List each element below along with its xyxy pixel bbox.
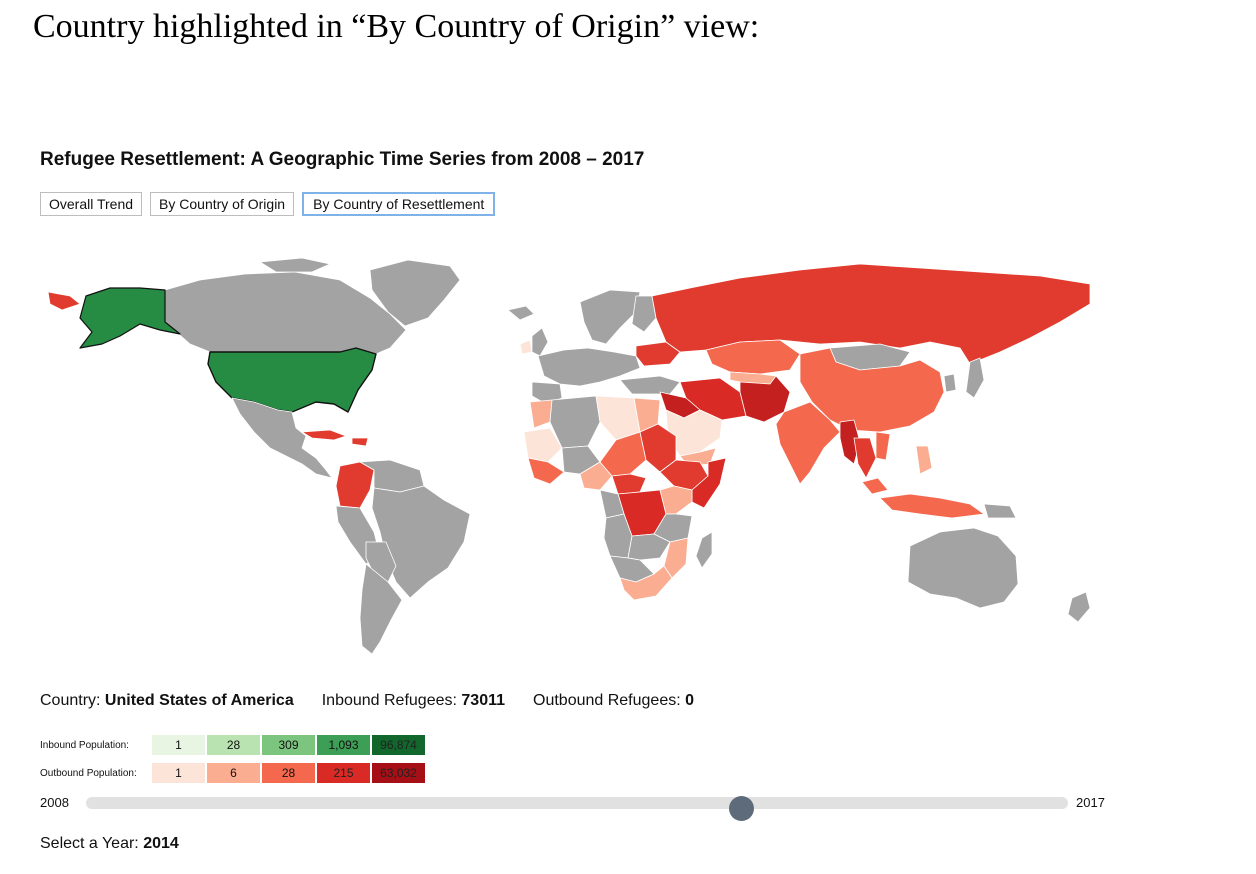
tab-by-country-of-origin[interactable]: By Country of Origin (150, 192, 295, 216)
figure-caption: Country highlighted in “By Country of Or… (33, 8, 760, 45)
country-mozambique[interactable] (663, 537, 689, 579)
country-info: Country: United States of America Inboun… (40, 692, 694, 710)
legend-outbound-cell: 1 (151, 762, 206, 784)
country-scandinavia[interactable] (579, 289, 641, 345)
country-colombia[interactable] (335, 461, 375, 509)
country-uzbekistan[interactable] (729, 371, 777, 385)
country-madagascar[interactable] (695, 531, 713, 569)
view-tabs: Overall Trend By Country of Origin By Co… (40, 192, 496, 216)
country-nigeria[interactable] (579, 461, 613, 491)
country-west-africa-coast[interactable] (527, 457, 565, 485)
legend-inbound-cell: 1 (151, 734, 206, 756)
year-slider: 2008 2017 (40, 792, 1120, 821)
country-india[interactable] (775, 401, 841, 485)
country-united-kingdom[interactable] (531, 327, 549, 357)
country-uganda-kenya[interactable] (659, 485, 693, 515)
legend-inbound-cell: 28 (206, 734, 261, 756)
legend-inbound-row: Inbound Population: 1 28 309 1,093 96,87… (40, 734, 426, 756)
country-south-africa[interactable] (619, 565, 673, 601)
info-outbound: Outbound Refugees: 0 (533, 692, 694, 710)
country-png[interactable] (983, 503, 1017, 519)
selected-year-label: Select a Year: (40, 835, 139, 852)
info-inbound-label: Inbound Refugees: (321, 692, 457, 709)
country-united-states[interactable] (207, 347, 377, 413)
country-vietnam[interactable] (875, 431, 891, 461)
world-map (47, 257, 1091, 655)
info-country-label: Country: (40, 692, 101, 709)
country-mali[interactable] (523, 427, 563, 463)
country-thailand[interactable] (853, 437, 877, 479)
country-somalia[interactable] (691, 457, 727, 509)
country-iceland[interactable] (507, 305, 535, 321)
country-russia-chukotka[interactable] (47, 291, 81, 311)
legend-inbound-label: Inbound Population: (40, 739, 129, 751)
color-legend: Inbound Population: 1 28 309 1,093 96,87… (40, 734, 426, 790)
country-libya[interactable] (595, 395, 641, 441)
country-argentina[interactable] (359, 563, 403, 655)
country-morocco[interactable] (529, 399, 553, 429)
country-malaysia[interactable] (861, 477, 889, 495)
country-kazakhstan[interactable] (705, 339, 801, 375)
info-outbound-label: Outbound Refugees: (533, 692, 681, 709)
info-inbound: Inbound Refugees: 73011 (322, 692, 505, 710)
selected-year-value: 2014 (143, 835, 179, 852)
slider-min-label: 2008 (40, 795, 69, 810)
legend-outbound-cell: 63,032 (371, 762, 426, 784)
country-afghanistan[interactable] (739, 375, 791, 423)
country-philippines[interactable] (915, 445, 933, 475)
country-brazil[interactable] (371, 485, 471, 599)
info-outbound-value: 0 (685, 692, 695, 709)
country-chad[interactable] (599, 431, 647, 477)
tab-by-country-of-resettlement[interactable]: By Country of Resettlement (302, 192, 496, 216)
country-alaska[interactable] (79, 287, 181, 349)
slider-handle[interactable] (728, 796, 754, 821)
country-ireland[interactable] (519, 339, 533, 355)
legend-inbound-cell: 1,093 (316, 734, 371, 756)
country-western-europe[interactable] (537, 347, 641, 387)
legend-outbound-label: Outbound Population: (40, 767, 137, 779)
slider-max-label: 2017 (1076, 795, 1105, 810)
country-indonesia[interactable] (879, 493, 985, 519)
country-myanmar[interactable] (839, 419, 861, 465)
country-korea[interactable] (943, 373, 957, 393)
legend-outbound-row: Outbound Population: 1 6 28 215 63,032 (40, 762, 426, 784)
tab-overall-trend[interactable]: Overall Trend (40, 192, 143, 216)
legend-outbound-cell: 215 (316, 762, 371, 784)
country-new-zealand[interactable] (1067, 591, 1091, 623)
country-canada-islands[interactable] (259, 257, 331, 273)
country-australia[interactable] (907, 527, 1019, 609)
country-mexico[interactable] (231, 397, 333, 479)
country-haiti[interactable] (351, 437, 369, 447)
legend-outbound-cell: 6 (206, 762, 261, 784)
info-country-value: United States of America (104, 692, 294, 709)
country-japan[interactable] (965, 357, 985, 399)
slider-track[interactable] (86, 796, 1068, 821)
info-country: Country: United States of America (40, 692, 294, 710)
map-countries (47, 257, 1091, 655)
legend-inbound-cell: 96,874 (371, 734, 426, 756)
country-greenland[interactable] (369, 259, 461, 327)
country-cuba[interactable] (301, 429, 347, 441)
country-car[interactable] (611, 473, 647, 495)
country-finland[interactable] (631, 295, 657, 333)
country-turkey[interactable] (619, 375, 681, 395)
info-inbound-value: 73011 (461, 692, 505, 709)
country-china[interactable] (799, 347, 945, 433)
selected-year: Select a Year: 2014 (40, 835, 179, 853)
app-title: Refugee Resettlement: A Geographic Time … (40, 149, 645, 170)
country-canada[interactable] (164, 271, 407, 355)
legend-inbound-cell: 309 (261, 734, 316, 756)
legend-outbound-cell: 28 (261, 762, 316, 784)
